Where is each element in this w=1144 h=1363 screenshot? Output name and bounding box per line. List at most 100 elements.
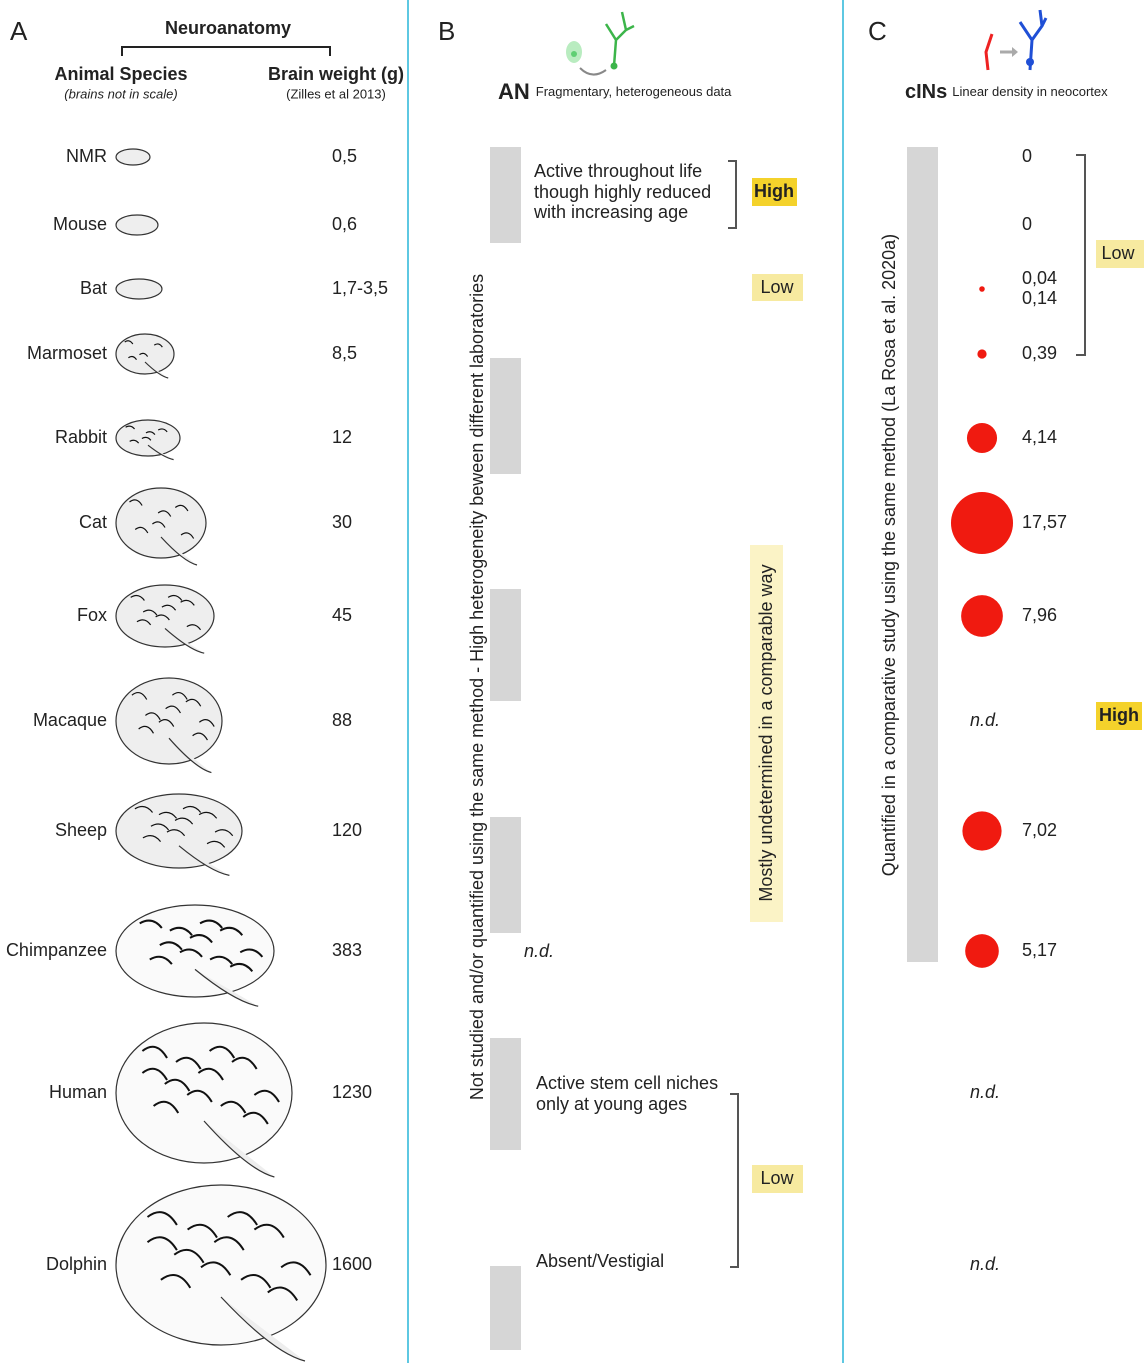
brain-gyrus — [208, 1045, 236, 1059]
species-label: Cat — [79, 512, 107, 532]
brain-gyrus — [192, 732, 208, 741]
brain-gyrus — [189, 934, 213, 944]
brain-gyrus — [198, 719, 215, 727]
description: Absent/Vestigial — [536, 1251, 664, 1271]
density-value: 7,02 — [1022, 820, 1057, 840]
brain-gyrus — [153, 343, 163, 348]
species-label: Human — [49, 1082, 107, 1102]
panel-title: cINs Linear density in neocortex — [905, 81, 1108, 103]
brain-gyrus — [145, 431, 156, 436]
species-label: Sheep — [55, 820, 107, 840]
brain-gyrus — [213, 1236, 245, 1251]
brain-gyrus — [182, 805, 202, 813]
brain-gyrus — [128, 355, 138, 361]
brain-drawing — [144, 361, 169, 379]
brain-gyrus — [209, 955, 233, 965]
brain-gyrus — [165, 705, 181, 714]
label-box — [752, 178, 797, 206]
species-label: NMR — [66, 146, 107, 166]
brain-gyrus — [227, 1211, 258, 1226]
density-dot — [965, 934, 999, 968]
brain-gyrus — [160, 1273, 192, 1289]
density-dot — [966, 422, 998, 454]
level-label: High — [1099, 705, 1139, 725]
brain-gyrus — [129, 439, 140, 444]
brain-gyrus — [142, 835, 162, 842]
title: cINs — [905, 81, 947, 103]
brain-weight: 88 — [332, 710, 352, 730]
brain-gyrus — [145, 712, 161, 721]
panel-letter: A — [10, 16, 28, 46]
not-determined: n.d. — [970, 1254, 1000, 1274]
brain-gyrus — [175, 1056, 202, 1070]
brain-gyrus — [214, 829, 234, 837]
species-label: Dolphin — [46, 1254, 107, 1274]
brain-gyrus — [280, 1261, 312, 1276]
density-dot — [950, 491, 1014, 555]
description: only at young ages — [536, 1094, 687, 1114]
brain-weight: 8,5 — [332, 343, 357, 363]
panel-letter: B — [438, 16, 455, 46]
species-label: Fox — [77, 605, 107, 625]
not-determined: n.d. — [524, 941, 554, 961]
brain-gyrus — [220, 1100, 247, 1114]
brain-weight: 30 — [332, 512, 352, 532]
brain-drawing — [115, 148, 151, 166]
brain-gyrus — [155, 614, 170, 621]
group-title: Neuroanatomy — [165, 18, 291, 38]
side-label: Not studied and/or quantified using the … — [467, 274, 487, 1100]
label-box — [1096, 702, 1142, 730]
grey-bars — [490, 147, 521, 1350]
level-label: Low — [760, 277, 794, 297]
brain-drawing — [220, 1296, 306, 1362]
brain-gyrus — [199, 919, 223, 929]
side-label: Quantified in a comparative study using … — [879, 234, 899, 876]
column-note: (brains not in scale) — [64, 86, 177, 101]
brain-gyrus — [141, 1067, 168, 1081]
level-label: Low — [760, 1168, 794, 1188]
bracket — [1076, 154, 1086, 356]
brain-gyrus — [219, 926, 244, 936]
brain-gyrus — [267, 1286, 299, 1301]
brain-drawing — [194, 968, 259, 1007]
brain-gyrus — [158, 719, 175, 727]
brain-gyrus — [149, 955, 173, 965]
description: with increasing age — [533, 202, 688, 222]
brain-gyrus — [142, 609, 158, 616]
brain-gyrus — [180, 599, 195, 606]
brain-gyrus — [171, 691, 188, 700]
brain-gyrus — [157, 428, 168, 433]
brain-gyrus — [161, 604, 177, 611]
brain-gyrus — [141, 1045, 168, 1059]
brain-gyrus — [152, 1100, 180, 1114]
brain-drawing — [115, 214, 159, 236]
label-box — [752, 1165, 803, 1193]
cins-icon — [984, 9, 1048, 71]
brain-gyrus — [146, 1211, 178, 1226]
brain-weight: 0,6 — [332, 214, 357, 234]
brain-drawing — [164, 627, 205, 654]
column-title: Brain weight (g) — [268, 64, 404, 84]
brain-gyrus — [131, 691, 148, 700]
density-value: 0,04 — [1022, 268, 1057, 288]
density-dot — [977, 349, 987, 359]
brain-gyrus — [200, 1261, 232, 1276]
brain-gyrus — [157, 510, 172, 517]
label-box — [1096, 240, 1144, 268]
species-label: Macaque — [33, 710, 107, 730]
brain-gyrus — [125, 425, 136, 430]
brain-gyrus — [141, 436, 152, 441]
subtitle: Linear density in neocortex — [952, 84, 1108, 99]
brain-gyrus — [198, 811, 218, 819]
brain-gyrus — [242, 1111, 269, 1125]
brain-weight: 45 — [332, 605, 352, 625]
density-value: 7,96 — [1022, 605, 1057, 625]
side-note: Mostly undetermined in a comparable way — [756, 564, 776, 901]
brain-weight: 0,5 — [332, 146, 357, 166]
brain-gyrus — [186, 624, 202, 631]
species-label: Mouse — [53, 214, 107, 234]
brain-gyrus — [229, 962, 254, 973]
level-label: High — [754, 181, 794, 201]
brain-gyrus — [158, 811, 178, 819]
